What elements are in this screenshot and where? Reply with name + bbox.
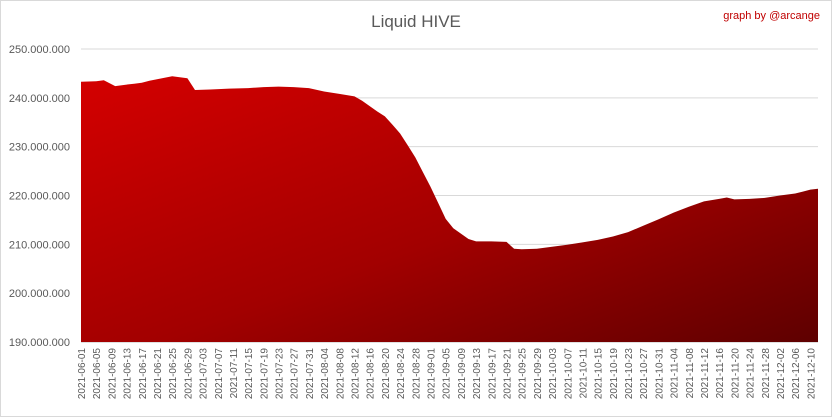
liquid-hive-area: [81, 76, 818, 343]
x-tick-label: 2021-07-31: [305, 348, 316, 400]
x-tick-label: 2021-10-15: [594, 348, 605, 400]
chart-credit: graph by @arcange: [723, 10, 820, 22]
x-tick-label: 2021-07-27: [290, 348, 301, 400]
x-tick-label: 2021-06-13: [123, 348, 134, 400]
x-tick-label: 2021-10-19: [609, 348, 620, 400]
x-tick-label: 2021-09-17: [487, 348, 498, 400]
x-tick-label: 2021-09-21: [502, 348, 513, 400]
x-tick-label: 2021-08-08: [335, 348, 346, 400]
y-tick-label: 190.000.000: [9, 337, 70, 349]
x-tick-label: 2021-11-16: [715, 348, 726, 399]
x-tick-label: 2021-11-04: [670, 348, 681, 399]
y-tick-label: 250.000.000: [9, 44, 70, 56]
x-tick-label: 2021-06-05: [92, 348, 103, 400]
x-tick-label: 2021-12-10: [806, 348, 817, 400]
y-tick-label: 210.000.000: [9, 239, 70, 251]
x-tick-label: 2021-10-23: [624, 348, 635, 400]
x-tick-label: 2021-06-17: [138, 348, 149, 400]
x-tick-label: 2021-09-13: [472, 348, 483, 400]
x-tick-label: 2021-08-12: [351, 348, 362, 400]
x-tick-label: 2021-11-12: [700, 348, 711, 399]
y-axis-labels: 190.000.000 200.000.000 210.000.000 220.000…: [9, 44, 70, 349]
x-tick-label: 2021-07-23: [275, 348, 286, 400]
x-tick-label: 2021-09-05: [442, 348, 453, 400]
x-tick-label: 2021-10-27: [639, 348, 650, 400]
x-tick-label: 2021-12-02: [776, 348, 787, 400]
x-tick-label: 2021-07-11: [229, 348, 240, 399]
x-tick-label: 2021-09-01: [427, 348, 438, 400]
x-tick-label: 2021-06-09: [107, 348, 118, 400]
x-tick-label: 2021-08-04: [320, 348, 331, 400]
x-tick-label: 2021-07-03: [199, 348, 210, 400]
x-tick-label: 2021-10-03: [548, 348, 559, 400]
x-tick-label: 2021-12-06: [791, 348, 802, 400]
x-tick-label: 2021-07-07: [214, 348, 225, 400]
y-tick-label: 240.000.000: [9, 93, 70, 105]
x-tick-label: 2021-06-01: [77, 348, 88, 400]
x-tick-label: 2021-09-29: [533, 348, 544, 400]
area-series: [81, 76, 818, 343]
x-tick-label: 2021-06-21: [153, 348, 164, 400]
x-tick-label: 2021-10-11: [578, 348, 589, 399]
x-tick-label: 2021-07-15: [244, 348, 255, 400]
y-tick-label: 220.000.000: [9, 191, 70, 203]
x-tick-label: 2021-11-20: [730, 348, 741, 399]
x-tick-label: 2021-08-20: [381, 348, 392, 400]
x-tick-label: 2021-08-28: [411, 348, 422, 400]
x-tick-label: 2021-09-09: [457, 348, 468, 400]
x-tick-label: 2021-08-16: [366, 348, 377, 400]
chart-title: Liquid HIVE: [371, 12, 461, 31]
x-tick-label: 2021-11-28: [761, 348, 772, 399]
x-tick-label: 2021-08-24: [396, 348, 407, 400]
x-tick-label: 2021-06-29: [183, 348, 194, 400]
y-tick-label: 230.000.000: [9, 142, 70, 154]
x-axis-labels: 2021-06-01 2021-06-05 2021-06-09 2021-06-13…: [77, 348, 817, 400]
y-tick-label: 200.000.000: [9, 288, 70, 300]
x-tick-label: 2021-07-19: [259, 348, 270, 400]
x-tick-label: 2021-11-08: [685, 348, 696, 399]
x-tick-label: 2021-10-07: [563, 348, 574, 400]
x-tick-label: 2021-06-25: [168, 348, 179, 400]
x-tick-label: 2021-11-24: [746, 348, 757, 399]
x-tick-label: 2021-10-31: [654, 348, 665, 400]
x-tick-label: 2021-09-25: [518, 348, 529, 400]
